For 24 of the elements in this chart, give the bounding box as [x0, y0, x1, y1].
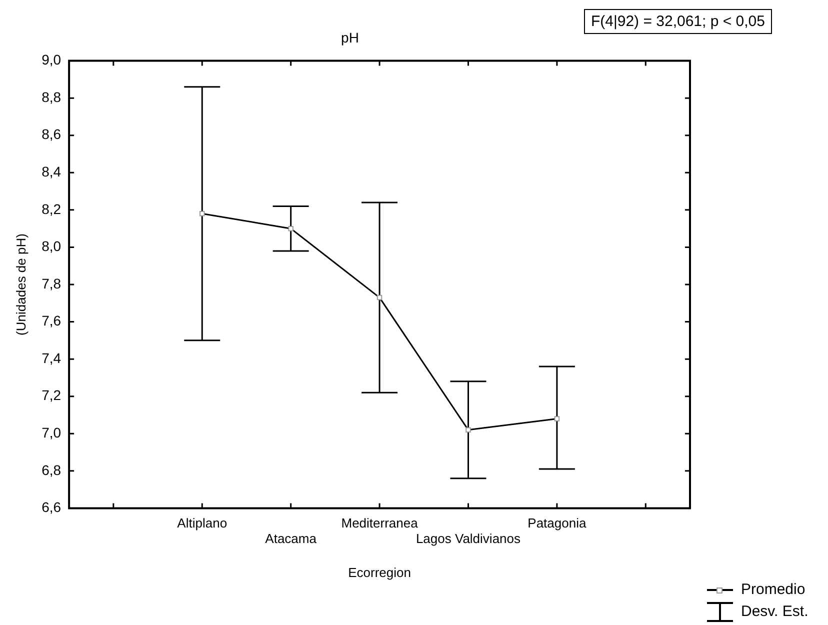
y-tick-label: 6,8 — [42, 462, 62, 478]
y-tick-label: 8,4 — [42, 164, 62, 180]
y-tick-label: 8,8 — [42, 88, 62, 105]
x-axis-title: Ecorregion — [348, 564, 411, 580]
x-tick-label: Patagonia — [528, 516, 587, 531]
x-tick-label: Mediterranea — [341, 516, 419, 531]
chart-title: pH — [341, 29, 359, 46]
y-tick-label: 7,6 — [42, 312, 62, 329]
y-tick-label: 8,6 — [42, 126, 62, 142]
x-tick-label: Altiplano — [177, 516, 228, 531]
y-tick-label: 7,0 — [42, 424, 62, 440]
x-tick-label: Lagos Valdivianos — [416, 531, 522, 546]
y-tick-label: 9,0 — [42, 52, 62, 68]
x-tick-label: Atacama — [265, 531, 318, 546]
y-tick-label: 7,4 — [42, 350, 62, 366]
y-tick-label: 8,2 — [42, 200, 62, 217]
text: Desv. Est. — [741, 602, 808, 622]
y-axis-title: (Unidades de pH) — [13, 234, 28, 336]
y-tick-label: 7,2 — [42, 387, 62, 404]
legend-label: Promedio — [741, 580, 806, 600]
text: F(4|92) = 32,061; p < 0,05 — [584, 9, 772, 34]
y-tick-label: 7,8 — [42, 275, 62, 292]
y-tick-label: 6,6 — [42, 499, 62, 516]
y-tick-label: 8,0 — [42, 238, 62, 254]
